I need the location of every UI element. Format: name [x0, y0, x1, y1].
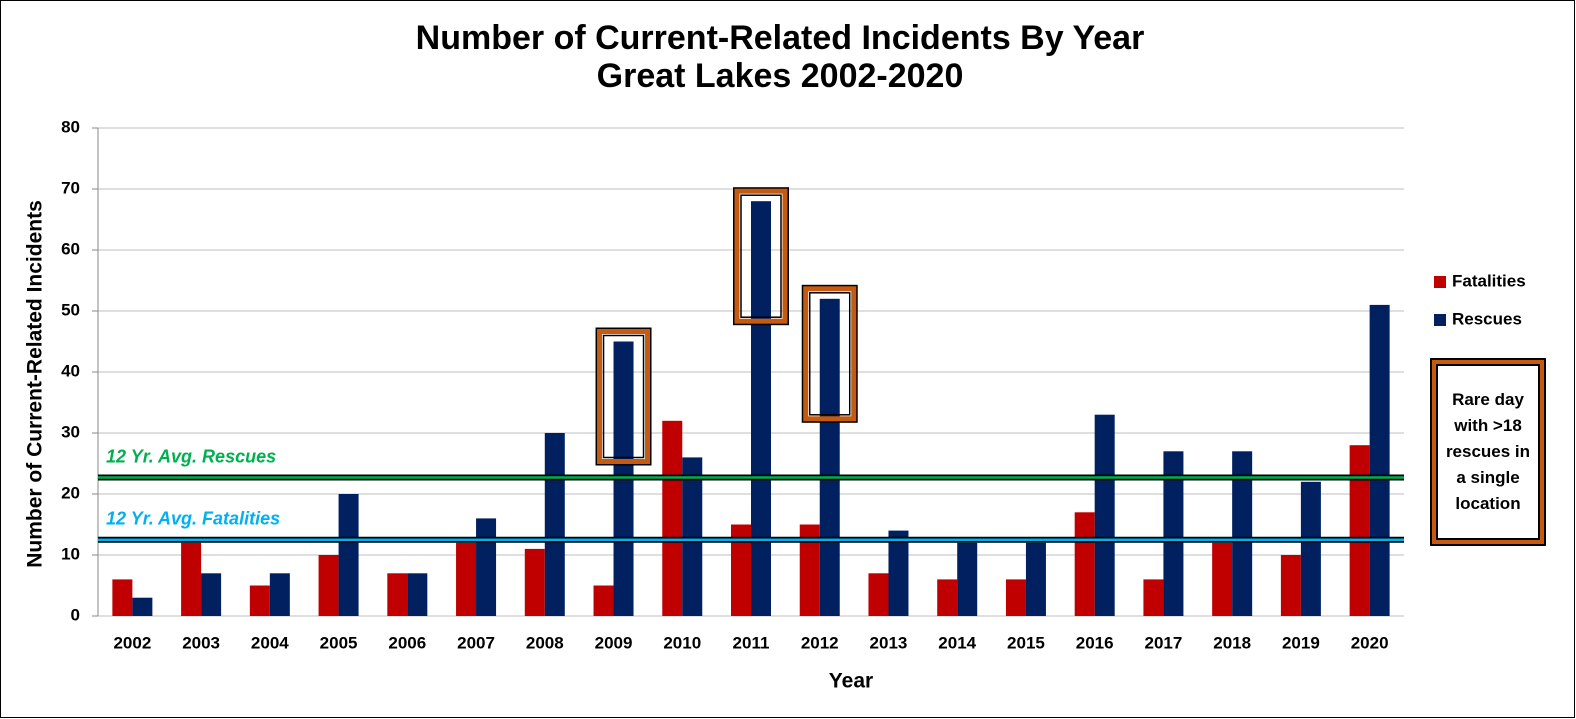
- x-axis-label: Year: [829, 670, 873, 693]
- highlight-box-outer: [595, 327, 652, 466]
- x-tick-label: 2012: [801, 633, 839, 652]
- bar: [249, 585, 270, 616]
- bar: [1349, 445, 1370, 616]
- x-tick-label: 2002: [113, 633, 151, 652]
- bar: [1074, 512, 1095, 616]
- bar: [819, 298, 840, 616]
- bar: [407, 573, 428, 616]
- y-axis-label: Number of Current-Related Incidents: [24, 200, 47, 568]
- legend-label: Rescues: [1452, 309, 1522, 328]
- x-tick-label: 2013: [870, 633, 908, 652]
- bar: [181, 542, 202, 616]
- highlight-box-inner: [602, 334, 645, 459]
- y-tick-label: 80: [61, 117, 80, 136]
- y-tick-label: 40: [61, 361, 80, 380]
- annotation-box: Rare day with >18 rescues in a single lo…: [1432, 360, 1544, 544]
- x-tick-label: 2009: [595, 633, 633, 652]
- y-tick-label: 60: [61, 239, 80, 258]
- bar: [957, 542, 978, 616]
- chart-subtitle: Great Lakes 2002-2020: [597, 57, 964, 95]
- bar: [888, 530, 909, 616]
- x-tick-label: 2014: [938, 633, 976, 652]
- bar: [751, 201, 771, 616]
- x-tick-label: 2010: [663, 633, 701, 652]
- bar: [1094, 414, 1115, 616]
- highlight-box-inner: [740, 194, 782, 318]
- x-tick-label: 2004: [251, 633, 289, 652]
- bar: [593, 585, 614, 616]
- x-tick-label: 2006: [388, 633, 426, 652]
- highlight-box: [734, 188, 788, 324]
- x-tick-label: 2007: [457, 633, 495, 652]
- x-tick-label: 2018: [1213, 633, 1251, 652]
- y-tick-label: 0: [71, 605, 80, 624]
- bar: [731, 524, 751, 616]
- bar: [201, 573, 222, 616]
- x-tick-label: 2005: [320, 633, 358, 652]
- bar: [269, 573, 290, 616]
- bar: [1300, 481, 1321, 616]
- highlight-box-outer: [733, 187, 789, 326]
- legend-swatch: [1434, 276, 1446, 288]
- highlight-box-inner: [808, 292, 851, 416]
- bar: [387, 573, 408, 616]
- x-tick-label: 2003: [182, 633, 220, 652]
- legend-swatch: [1434, 314, 1446, 326]
- x-tick-label: 2019: [1282, 633, 1320, 652]
- x-tick-label: 2016: [1076, 633, 1114, 652]
- y-tick-label: 50: [61, 300, 80, 319]
- y-tick-label: 10: [61, 544, 80, 563]
- bar: [338, 494, 359, 616]
- highlight-box-outer: [801, 284, 858, 423]
- x-tick-label: 2017: [1145, 633, 1183, 652]
- bar: [799, 524, 820, 616]
- bar: [1163, 451, 1184, 616]
- reference-label: 12 Yr. Avg. Fatalities: [106, 509, 280, 529]
- bar: [1232, 451, 1253, 616]
- y-tick-label: 30: [61, 422, 80, 441]
- bar: [1280, 555, 1301, 616]
- bar: [1025, 542, 1046, 616]
- x-tick-label: 2020: [1351, 633, 1389, 652]
- bar: [868, 573, 889, 616]
- bar: [1143, 579, 1164, 616]
- x-tick-label: 2008: [526, 633, 564, 652]
- bar: [318, 555, 339, 616]
- bar: [476, 518, 497, 616]
- bar: [544, 433, 565, 616]
- bar: [1369, 304, 1390, 616]
- y-tick-label: 20: [61, 483, 80, 502]
- highlight-box: [803, 286, 857, 422]
- x-tick-label: 2011: [733, 633, 770, 652]
- bar: [937, 579, 958, 616]
- bar: [524, 548, 545, 616]
- reference-label: 12 Yr. Avg. Rescues: [106, 446, 276, 466]
- bar: [662, 420, 683, 616]
- bar: [1212, 542, 1233, 616]
- bar: [456, 542, 477, 616]
- legend-label: Fatalities: [1452, 271, 1526, 290]
- bar: [132, 597, 153, 616]
- bar: [112, 579, 133, 616]
- chart-title: Number of Current-Related Incidents By Y…: [416, 19, 1145, 57]
- highlight-box: [597, 329, 651, 464]
- x-tick-label: 2015: [1007, 633, 1045, 652]
- bar: [1005, 579, 1026, 616]
- y-tick-label: 70: [61, 178, 80, 197]
